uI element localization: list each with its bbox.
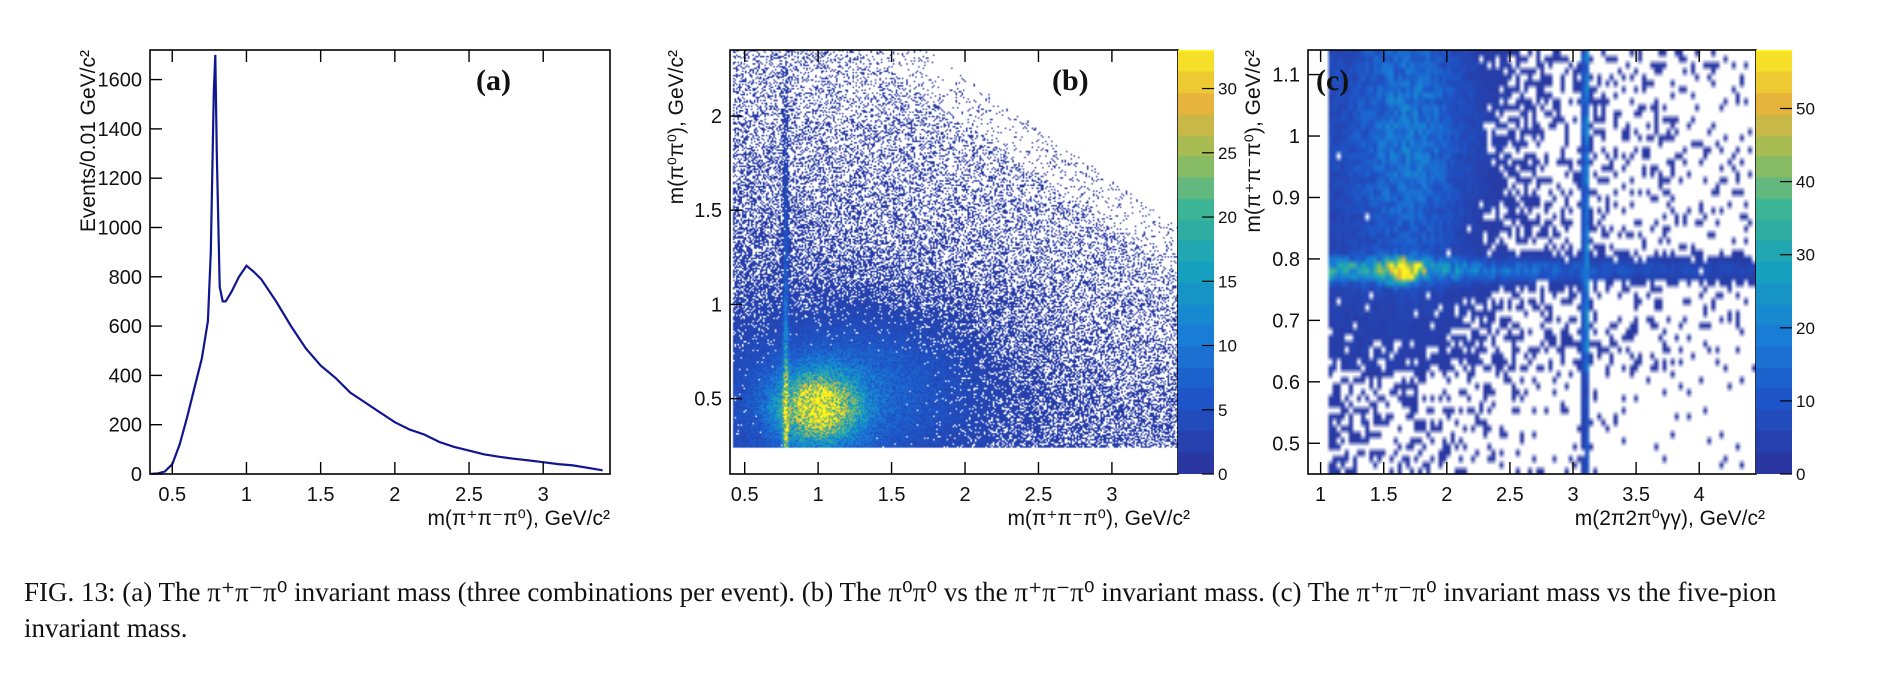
panel-b-label: (b) (1052, 64, 1089, 97)
x-tick-label: 2.5 (1025, 484, 1053, 506)
y-tick-label: 0.8 (1272, 249, 1300, 271)
y-tick-label: 1000 (98, 217, 143, 239)
y-tick-label: 0 (131, 464, 142, 486)
panel-a-xlabel: m(π⁺π⁻π⁰), GeV/c² (427, 507, 610, 530)
colorbar-tick-label: 10 (1796, 392, 1815, 411)
figure: 0.5 1 1.5 2 2.5 30200400600800100012001400160… (77, 49, 1815, 530)
colorbar-tick-label: 30 (1796, 246, 1815, 265)
x-tick-label: 0.5 (158, 484, 186, 506)
x-tick-label: 1.5 (878, 484, 906, 506)
panel-a-ylabel: Events/0.01 GeV/c² (77, 50, 100, 232)
x-tick-label: 3 (1567, 484, 1578, 506)
x-tick-label: 2 (389, 484, 400, 506)
colorbar-tick-label: 20 (1796, 319, 1815, 338)
y-tick-label: 1200 (98, 168, 143, 190)
x-tick-label: 3 (538, 484, 549, 506)
y-tick-label: 1600 (98, 70, 143, 92)
y-tick-label: 0.9 (1272, 187, 1300, 209)
y-tick-label: 0.6 (1272, 372, 1300, 394)
panel-b-xlabel: m(π⁺π⁻π⁰), GeV/c² (1007, 507, 1190, 530)
x-tick-label: 2.5 (1496, 484, 1524, 506)
panel-c: 1 1.5 2 2.5 3 3.5 4 0.5 0.6 0.7 0.8 0.9 1 1.1 0 10 20 30… (1242, 49, 1815, 530)
panel-b-colorbar (1178, 50, 1214, 474)
panel-a-plot-area (150, 54, 603, 474)
y-tick-label: 600 (109, 316, 142, 338)
panel-c-label: (c) (1316, 64, 1349, 97)
panel-a: 0.5 1 1.5 2 2.5 3 0 200 400 600 800 1000 1200 1400 160… (77, 49, 611, 530)
panel-c-ylabel: m(π⁺π⁻π⁰), GeV/c² (1242, 50, 1265, 233)
panel-c-colorbar (1756, 50, 1792, 474)
x-tick-label: 1.5 (307, 484, 335, 506)
panel-b: 0.5 1 1.5 2 2.5 3 0.5 1 1.5 2 0 5 10 15 20 25 30 (b) m(… (665, 49, 1237, 530)
y-tick-label: 0.5 (694, 389, 722, 411)
colorbar-tick-label: 5 (1218, 401, 1227, 420)
colorbar-tick-label: 0 (1218, 465, 1227, 484)
y-tick-label: 1 (711, 294, 722, 316)
x-tick-label: 1 (241, 484, 252, 506)
y-tick-label: 1400 (98, 119, 143, 141)
colorbar-tick-label: 0 (1796, 465, 1805, 484)
x-tick-label: 3 (1106, 484, 1117, 506)
panel-b-colorbar-ticks: 0 5 10 15 20 25 30 (1202, 80, 1237, 484)
colorbar-tick-label: 25 (1218, 144, 1237, 163)
colorbar-tick-label: 50 (1796, 99, 1815, 118)
y-tick-label: 1.1 (1272, 65, 1300, 87)
x-tick-label: 1.5 (1370, 484, 1398, 506)
x-tick-label: 2.5 (455, 484, 483, 506)
panel-c-xlabel: m(2π2π⁰γγ), GeV/c² (1575, 507, 1765, 530)
x-tick-label: 2 (1441, 484, 1452, 506)
x-tick-label: 1 (813, 484, 824, 506)
panel-b-ylabel: m(π⁰π⁰), GeV/c² (665, 50, 688, 204)
panel-a-ticks: 0.5 1 1.5 2 2.5 3 0 200 400 600 800 1000 1200 1400 160… (98, 50, 549, 506)
panel-c-colorbar-ticks: 0 10 20 30 40 50 (1780, 99, 1815, 484)
panel-a-frame (149, 49, 611, 475)
panel-c-heatmap (1308, 50, 1756, 474)
x-tick-label: 2 (959, 484, 970, 506)
y-tick-label: 2 (711, 106, 722, 128)
y-tick-label: 0.7 (1272, 310, 1300, 332)
panel-b-heatmap (730, 50, 1178, 474)
y-tick-label: 1 (1289, 126, 1300, 148)
x-tick-label: 3.5 (1622, 484, 1650, 506)
x-tick-label: 1 (1315, 484, 1326, 506)
figure-caption: FIG. 13: (a) The π⁺π⁻π⁰ invariant mass (… (24, 577, 1777, 643)
panel-b-ticks: 0.5 1 1.5 2 2.5 3 0.5 1 1.5 2 (694, 50, 1117, 506)
y-tick-label: 0.5 (1272, 433, 1300, 455)
y-tick-label: 800 (109, 267, 142, 289)
colorbar-tick-label: 20 (1218, 208, 1237, 227)
panel-c-plot-area (1308, 50, 1756, 474)
colorbar-tick-label: 30 (1218, 80, 1237, 99)
x-tick-label: 0.5 (731, 484, 759, 506)
panel-b-plot-area (730, 50, 1178, 474)
colorbar-tick-label: 15 (1218, 272, 1237, 291)
panel-c-ticks: 1 1.5 2 2.5 3 3.5 4 0.5 0.6 0.7 0.8 0.9 1 1.1 (1272, 50, 1705, 506)
panel-a-label: (a) (476, 64, 511, 97)
y-tick-label: 1.5 (694, 200, 722, 222)
histogram-line (150, 54, 603, 474)
colorbar-tick-label: 10 (1218, 337, 1237, 356)
y-tick-label: 400 (109, 365, 142, 387)
colorbar-tick-label: 40 (1796, 173, 1815, 192)
x-tick-label: 4 (1694, 484, 1705, 506)
y-tick-label: 200 (109, 415, 142, 437)
